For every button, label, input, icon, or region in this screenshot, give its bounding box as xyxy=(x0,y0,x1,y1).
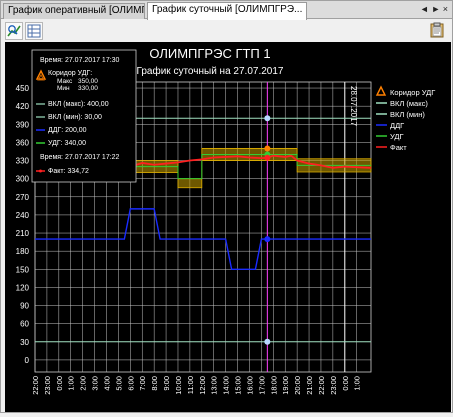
y-tick-label: 270 xyxy=(16,193,30,202)
x-tick-label: 15:00 xyxy=(234,376,243,395)
clipboard-icon[interactable] xyxy=(429,22,447,40)
tab-label: График суточный [ОЛИМПГРЭ... xyxy=(152,4,303,15)
tooltip-fact: Факт: 334,72 xyxy=(48,168,89,175)
y-tick-label: 60 xyxy=(20,320,29,329)
x-tick-label: 23:00 xyxy=(43,376,52,395)
x-tick-label: 19:00 xyxy=(281,376,290,395)
tooltip-min-label: Мин xyxy=(57,85,70,92)
y-tick-label: 300 xyxy=(16,175,30,184)
tooltip-vkl-max: ВКЛ (макс): 400,00 xyxy=(48,101,109,108)
y-tick-label: 330 xyxy=(16,157,30,166)
tooltip-udg: УДГ: 340,00 xyxy=(48,140,86,147)
x-tick-label: 1:00 xyxy=(67,376,76,391)
chart-area[interactable]: 450 420 390 360 330 300 270 240 210 180 150 120 90 60… xyxy=(5,42,451,412)
y-tick-label: 450 xyxy=(16,84,30,93)
value-tooltip: Время: 27.07.2017 17:30 Коридор УДГ: Мак… xyxy=(31,49,137,183)
x-tick-label: 7:00 xyxy=(138,376,147,391)
tab-label: График оперативный [ОЛИМП... xyxy=(8,5,145,16)
x-tick-label: 9:00 xyxy=(162,376,171,391)
x-tick-label: 23:00 xyxy=(329,376,338,395)
tooltip-corridor-label: Коридор УДГ: xyxy=(48,70,92,77)
x-tick-label: 0:00 xyxy=(55,376,64,391)
x-tick-label: 20:00 xyxy=(293,376,302,395)
chart-legend: Коридор УДГ ВКЛ (макс) ВКЛ (мин) ДДГ УДГ Факт xyxy=(375,85,435,152)
series-line xyxy=(130,154,372,169)
x-tick-label: 0:00 xyxy=(341,376,350,391)
legend-swatch-icon xyxy=(375,85,387,96)
x-tick-label: 4:00 xyxy=(102,376,111,391)
series-line xyxy=(130,154,371,180)
tab-operational-chart[interactable]: График оперативный [ОЛИМП... xyxy=(3,3,145,19)
toolbar xyxy=(1,20,452,42)
tab-bar: График оперативный [ОЛИМП... График суто… xyxy=(1,1,452,20)
tooltip-time2: Время: 27.07.2017 17:22 xyxy=(40,154,120,161)
table-view-icon[interactable] xyxy=(25,22,43,40)
y-tick-label: 30 xyxy=(20,338,29,347)
series-line xyxy=(35,208,371,270)
y-tick-label: 180 xyxy=(16,247,30,256)
y-tick-label: 240 xyxy=(16,211,30,220)
chart-title: ОЛИМПГРЭС ГТП 1 xyxy=(149,46,270,61)
x-tick-label: 13:00 xyxy=(210,376,219,395)
legend-label: Факт xyxy=(390,143,407,152)
legend-label: ДДГ xyxy=(390,121,404,130)
chart-grid: 4504203903603303002702402101801501209060… xyxy=(16,81,372,395)
x-tick-label: 2:00 xyxy=(79,376,88,391)
x-tick-label: 1:00 xyxy=(353,376,362,391)
daily-chart[interactable]: 4504203903603303002702402101801501209060… xyxy=(5,42,451,412)
tooltip-vkl-min: ВКЛ (мин): 30,00 xyxy=(48,114,102,121)
x-tick-label: 21:00 xyxy=(305,376,314,395)
y-tick-label: 210 xyxy=(16,229,30,238)
tooltip-max-value: 350,00 xyxy=(78,78,98,85)
x-tick-label: 11:00 xyxy=(186,376,195,394)
y-tick-label: 120 xyxy=(16,283,30,292)
tooltip-box xyxy=(31,49,137,183)
x-tick-label: 8:00 xyxy=(150,376,159,391)
y-tick-label: 90 xyxy=(20,302,29,311)
y-tick-label: 360 xyxy=(16,138,30,147)
x-tick-label: 3:00 xyxy=(91,376,100,391)
legend-label: ВКЛ (макс) xyxy=(390,99,428,108)
x-tick-label: 22:00 xyxy=(317,376,326,395)
x-tick-label: 18:00 xyxy=(269,376,278,395)
tooltip-max-label: Макс xyxy=(57,78,73,85)
y-tick-label: 150 xyxy=(16,265,30,274)
date-marker-label: 28.07.2017 xyxy=(349,86,358,127)
x-tick-label: 16:00 xyxy=(245,376,254,395)
legend-label: Коридор УДГ xyxy=(390,88,435,97)
tab-daily-chart[interactable]: График суточный [ОЛИМПГРЭ... × xyxy=(147,2,307,20)
chart-subtitle: График суточный на 27.07.2017 xyxy=(137,65,284,77)
cursor-point xyxy=(264,115,271,122)
x-tick-label: 17:00 xyxy=(257,376,266,395)
y-tick-label: 420 xyxy=(16,102,30,111)
chart-series xyxy=(35,117,372,343)
x-tick-label: 6:00 xyxy=(126,376,135,391)
tooltip-ddg: ДДГ: 200,00 xyxy=(48,127,87,134)
x-tick-label: 10:00 xyxy=(174,376,183,395)
tab-scroll-controls[interactable]: ◄ ► × xyxy=(419,4,448,14)
cursor-point xyxy=(264,154,271,161)
x-tick-label: 14:00 xyxy=(222,376,231,395)
chart-markers xyxy=(264,82,271,372)
x-tick-label: 12:00 xyxy=(198,376,207,395)
legend-label: ВКЛ (мин) xyxy=(390,110,425,119)
corridor-icon xyxy=(35,69,47,81)
y-tick-label: 390 xyxy=(16,120,30,129)
legend-label: УДГ xyxy=(390,132,404,141)
cursor-point xyxy=(264,338,271,345)
tooltip-min-value: 330,00 xyxy=(78,85,98,92)
cursor-point xyxy=(264,145,271,152)
x-tick-label: 22:00 xyxy=(31,376,40,395)
cursor-point xyxy=(264,236,271,243)
y-tick-label: 0 xyxy=(25,356,30,365)
x-tick-label: 5:00 xyxy=(114,376,123,391)
tooltip-time: Время: 27.07.2017 17:30 xyxy=(40,57,120,64)
chart-zoom-icon[interactable] xyxy=(5,22,23,40)
